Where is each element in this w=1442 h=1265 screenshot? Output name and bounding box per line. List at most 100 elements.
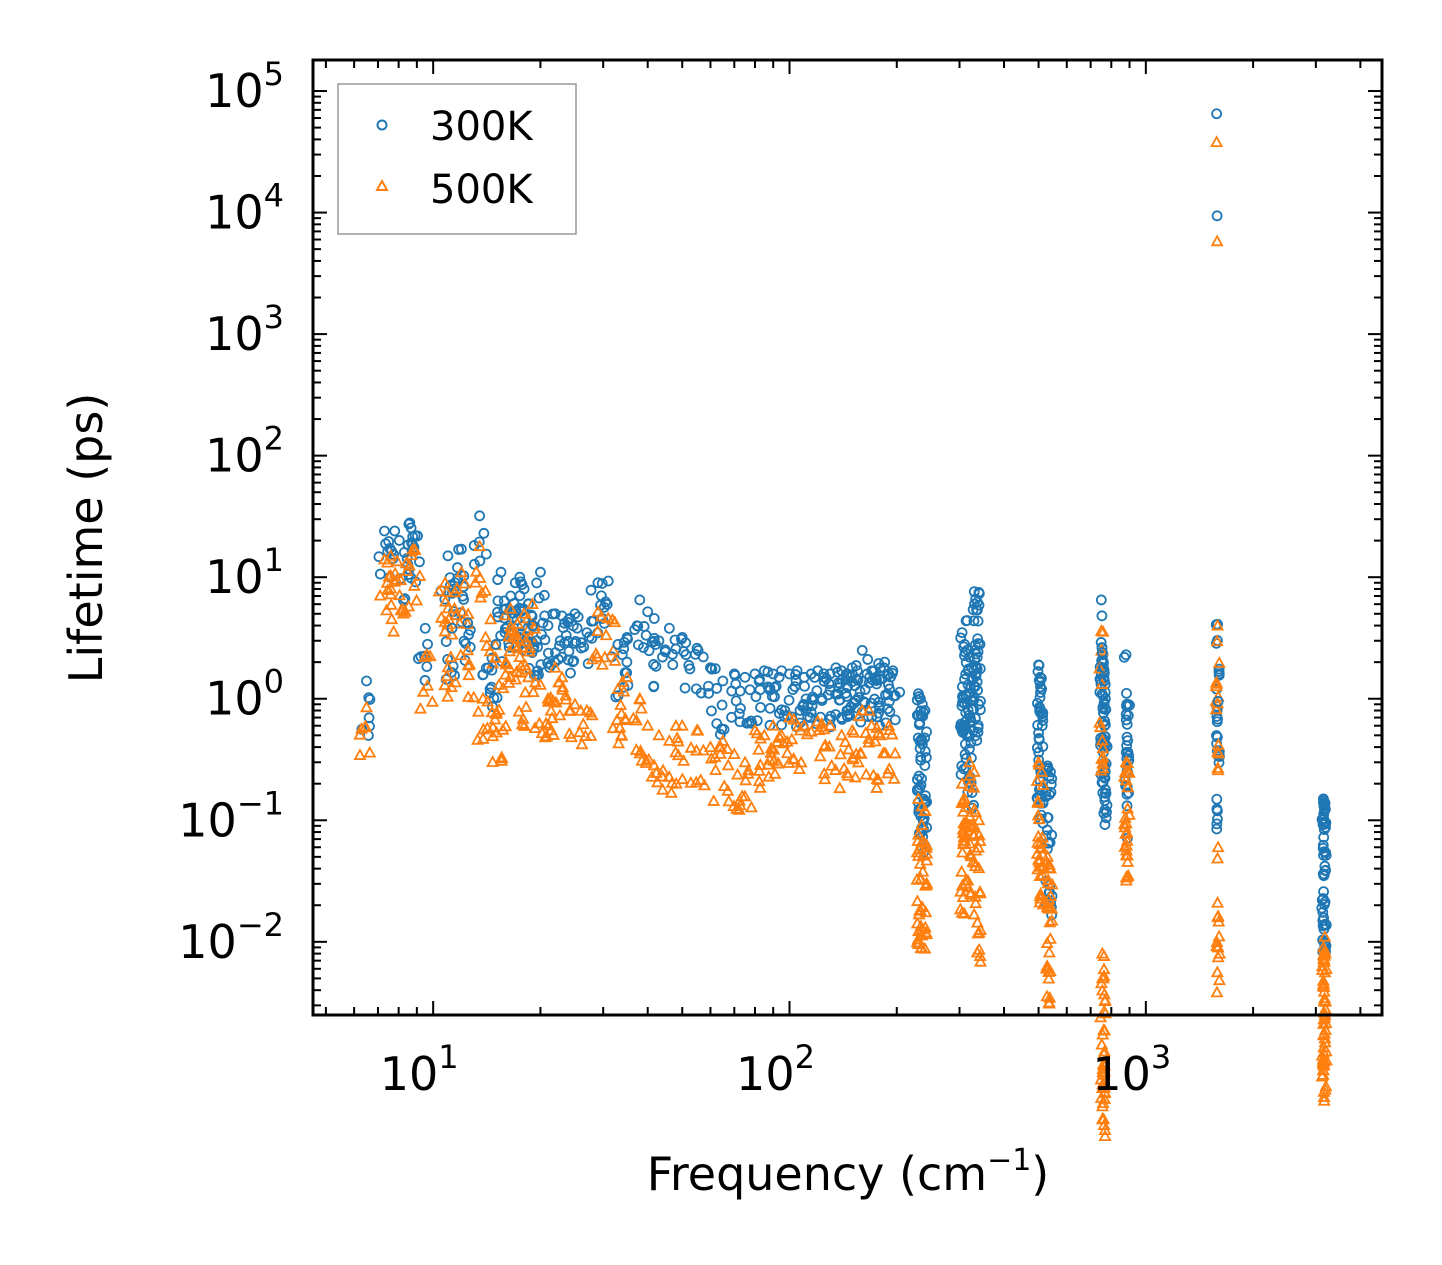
- y-tick-label: 104: [205, 177, 284, 240]
- point-300K: [1318, 831, 1330, 843]
- point-500K: [882, 762, 896, 774]
- point-300K: [663, 622, 675, 634]
- point-300K: [1213, 663, 1225, 675]
- point-500K: [1043, 990, 1057, 1003]
- point-500K: [462, 668, 476, 681]
- point-500K: [504, 601, 518, 614]
- point-500K: [1045, 901, 1059, 914]
- point-500K: [498, 667, 513, 680]
- point-300K: [705, 662, 716, 674]
- point-500K: [635, 753, 649, 766]
- point-300K: [1034, 671, 1046, 683]
- point-500K: [1317, 1026, 1332, 1039]
- y-tick-exponent: 4: [264, 177, 284, 215]
- point-300K: [648, 659, 660, 670]
- point-500K: [652, 728, 666, 741]
- point-500K: [1210, 985, 1224, 998]
- point-500K: [573, 725, 587, 738]
- point-300K: [690, 683, 702, 695]
- point-500K: [753, 731, 768, 744]
- point-300K: [802, 711, 814, 723]
- point-500K: [1096, 750, 1110, 762]
- point-500K: [972, 813, 986, 826]
- y-tick-exponent: 0: [264, 663, 284, 701]
- point-300K: [961, 615, 973, 626]
- y-tick-base: 10: [178, 915, 237, 969]
- point-500K: [1210, 935, 1224, 948]
- point-500K: [920, 846, 934, 859]
- point-500K: [1033, 869, 1047, 881]
- point-500K: [1318, 929, 1332, 942]
- point-500K: [393, 588, 407, 601]
- point-500K: [400, 564, 414, 577]
- point-500K: [730, 801, 744, 814]
- point-500K: [1093, 715, 1107, 728]
- point-300K: [728, 668, 740, 680]
- point-300K: [1319, 797, 1331, 808]
- point-300K: [1211, 793, 1223, 805]
- point-500K: [399, 556, 413, 569]
- point-300K: [882, 703, 894, 715]
- point-500K: [917, 835, 931, 848]
- point-300K: [679, 682, 691, 694]
- point-500K: [690, 723, 704, 736]
- point-500K: [521, 670, 535, 683]
- point-500K: [955, 864, 969, 877]
- point-500K: [476, 691, 490, 704]
- point-300K: [971, 663, 983, 675]
- point-300K: [883, 696, 895, 707]
- point-500K: [575, 737, 589, 750]
- point-500K: [486, 720, 500, 733]
- point-300K: [442, 550, 454, 562]
- point-500K: [841, 768, 855, 781]
- point-500K: [1042, 996, 1056, 1009]
- point-500K: [848, 770, 862, 783]
- point-500K: [1316, 1063, 1330, 1076]
- point-500K: [598, 650, 612, 663]
- point-500K: [513, 650, 527, 663]
- point-300K: [505, 590, 517, 602]
- point-500K: [580, 703, 594, 716]
- point-300K: [1211, 210, 1223, 222]
- point-500K: [574, 703, 588, 716]
- point-500K: [498, 608, 512, 621]
- point-500K: [1317, 946, 1331, 959]
- point-300K: [1318, 870, 1330, 882]
- point-500K: [1043, 915, 1057, 928]
- point-500K: [972, 942, 986, 955]
- point-300K: [1096, 647, 1108, 658]
- point-300K: [916, 773, 927, 785]
- point-300K: [711, 718, 723, 730]
- point-500K: [484, 612, 498, 625]
- point-500K: [709, 763, 723, 776]
- point-300K: [648, 635, 660, 647]
- point-500K: [1095, 946, 1109, 959]
- point-300K: [364, 694, 376, 705]
- point-500K: [1096, 761, 1110, 774]
- point-500K: [1097, 1112, 1111, 1125]
- point-300K: [854, 686, 866, 697]
- point-300K: [592, 577, 604, 589]
- point-300K: [439, 593, 451, 605]
- point-500K: [514, 659, 528, 672]
- point-300K: [581, 627, 593, 639]
- point-300K: [1096, 610, 1108, 622]
- point-500K: [1096, 971, 1110, 984]
- point-300K: [642, 606, 654, 618]
- point-300K: [733, 708, 745, 720]
- point-300K: [816, 695, 828, 706]
- point-300K: [676, 631, 688, 643]
- point-500K: [626, 711, 640, 724]
- point-300K: [919, 745, 931, 757]
- point-500K: [845, 723, 859, 736]
- point-300K: [379, 525, 390, 537]
- x-tick-labels: 101 102 103: [380, 1038, 1172, 1101]
- point-500K: [704, 751, 718, 764]
- point-500K: [444, 650, 458, 663]
- point-500K: [1318, 1035, 1332, 1048]
- point-500K: [518, 658, 532, 671]
- point-300K: [917, 710, 929, 722]
- point-300K: [1037, 715, 1049, 727]
- point-500K: [677, 754, 691, 766]
- point-500K: [440, 669, 454, 681]
